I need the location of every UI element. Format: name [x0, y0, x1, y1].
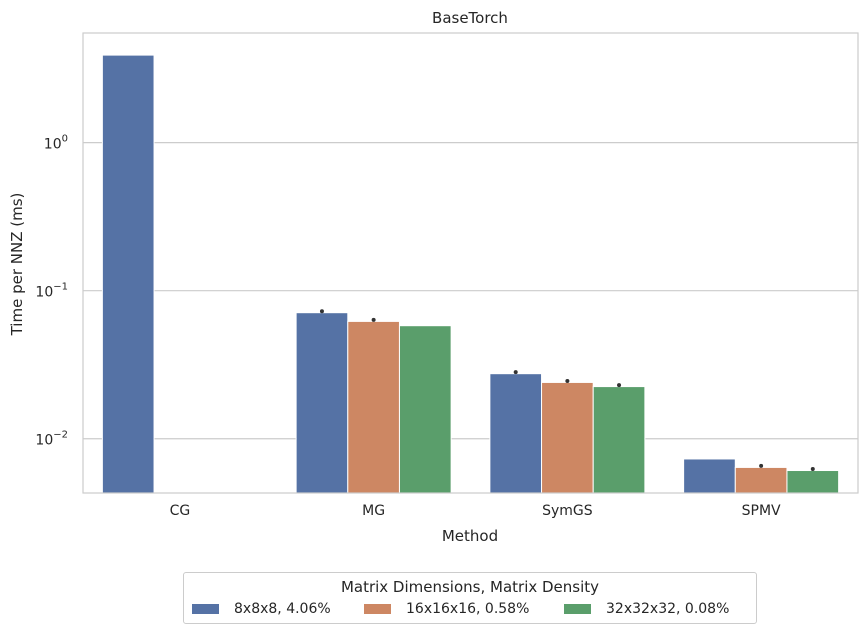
y-tick-label: 10−1	[35, 282, 68, 301]
bar	[786, 470, 840, 494]
bars-group	[101, 54, 840, 494]
bar	[541, 381, 594, 494]
error-marks-group	[319, 309, 815, 472]
x-tick-labels: CG MG SymGS SPMV	[170, 503, 781, 519]
gridlines	[83, 142, 858, 440]
chart-title: BaseTorch	[432, 9, 508, 27]
legend-label: 16x16x16, 0.58%	[406, 601, 530, 617]
bar	[295, 312, 349, 494]
bar	[683, 458, 736, 494]
legend-swatch-orange	[364, 604, 391, 614]
bar	[734, 466, 788, 494]
bar	[592, 386, 646, 494]
plot-frame	[82, 32, 859, 494]
y-axis-label: Time per NNZ (ms)	[8, 193, 26, 337]
error-mark	[759, 463, 764, 468]
error-mark	[513, 370, 518, 375]
error-mark	[371, 317, 376, 322]
legend-item-8x8x8: 8x8x8, 4.06%	[190, 601, 362, 617]
legend-title: Matrix Dimensions, Matrix Density	[340, 578, 600, 596]
x-tick-label: MG	[362, 503, 385, 519]
error-mark	[617, 383, 622, 388]
legend-item-32x32x32: 32x32x32, 0.08%	[562, 601, 752, 617]
legend-swatch-blue	[192, 604, 219, 614]
legend-label: 32x32x32, 0.08%	[606, 601, 730, 617]
legend-item-16x16x16: 16x16x16, 0.58%	[362, 601, 562, 617]
y-tick-label: 100	[44, 134, 68, 153]
legend: Matrix Dimensions, Matrix Density 8x8x8,…	[183, 572, 757, 624]
bar	[101, 54, 155, 494]
x-axis-label: Method	[442, 527, 498, 545]
y-tick-labels: 10−2 10−1 100	[35, 134, 68, 449]
error-mark	[810, 467, 815, 472]
x-tick-label: SPMV	[742, 503, 781, 519]
legend-label: 8x8x8, 4.06%	[234, 601, 331, 617]
bar	[489, 373, 543, 494]
bar	[347, 320, 400, 494]
error-mark	[319, 309, 324, 314]
x-tick-label: CG	[170, 503, 191, 519]
legend-items: 8x8x8, 4.06% 16x16x16, 0.58% 32x32x32, 0…	[190, 601, 752, 617]
legend-swatch-green	[564, 604, 591, 614]
error-mark	[565, 378, 570, 383]
y-tick-label: 10−2	[35, 430, 68, 449]
bar	[398, 325, 452, 494]
x-tick-label: SymGS	[542, 503, 593, 519]
